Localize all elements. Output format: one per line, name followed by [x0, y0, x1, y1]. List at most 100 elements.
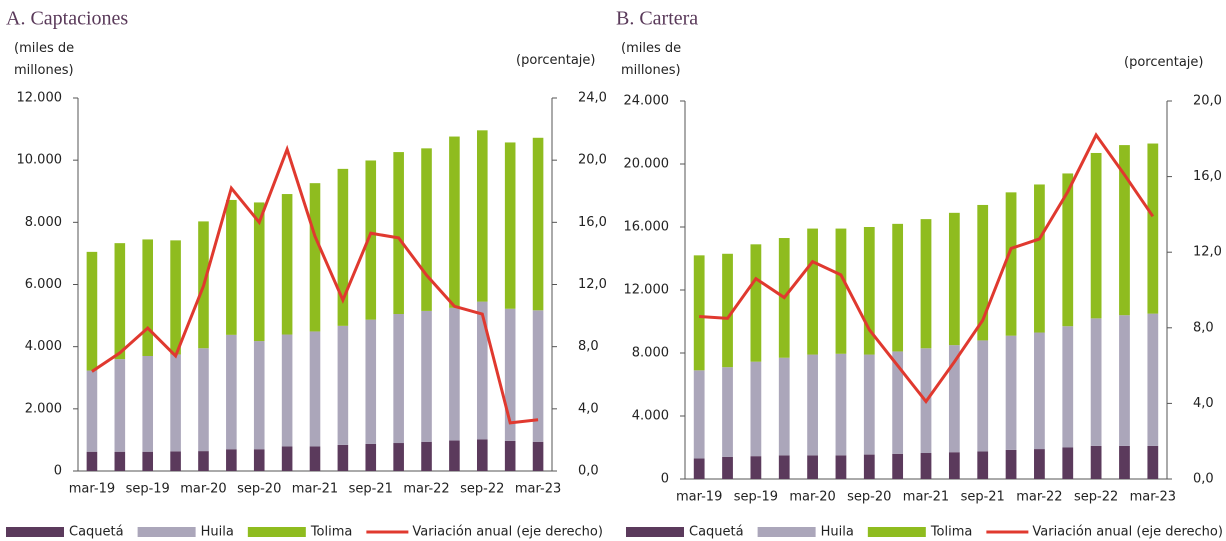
y-tick-label: 0 [54, 464, 62, 479]
bar [1005, 335, 1017, 450]
bar [948, 212, 960, 346]
y-tick-label: 12.000 [624, 283, 670, 298]
y2-tick-label: 20,0 [578, 153, 607, 168]
x-tick-label: mar-21 [292, 482, 338, 497]
bar [1034, 332, 1045, 450]
legend-label: Tolima [310, 525, 353, 540]
bar [253, 449, 265, 471]
bar [170, 240, 181, 355]
x-tick-label: sep-21 [961, 490, 1005, 505]
bar [722, 253, 733, 368]
bar [504, 308, 516, 441]
bar [1147, 313, 1159, 446]
legend-swatch [137, 527, 196, 537]
y-tick-label: 6.000 [25, 277, 62, 292]
legend-label: Caquetá [69, 525, 124, 540]
x-tick-label: mar-20 [789, 490, 835, 505]
bar [807, 455, 818, 479]
bar [281, 194, 293, 335]
bar [114, 359, 126, 452]
y2-tick-label: 4,0 [578, 401, 599, 416]
bar [309, 183, 321, 332]
x-tick-label: sep-22 [1074, 490, 1118, 505]
x-tick-label: sep-20 [237, 482, 281, 497]
bar [863, 454, 875, 479]
y2-tick-label: 12,0 [578, 277, 607, 292]
bar [421, 148, 432, 311]
bar [309, 331, 321, 447]
legend-swatch [626, 527, 684, 537]
legend-label: Variación anual (eje derecho) [1032, 525, 1223, 540]
bar [281, 446, 293, 471]
y2-tick-label: 24,0 [578, 91, 607, 106]
bar [807, 228, 818, 355]
bar [421, 310, 432, 442]
bar [948, 452, 960, 479]
bar [750, 456, 762, 479]
bar [1062, 447, 1074, 479]
bar [421, 441, 432, 471]
bar [170, 354, 181, 452]
bar [86, 370, 98, 452]
y-tick-label: 12.000 [17, 91, 63, 106]
bar [476, 439, 488, 471]
bar [835, 353, 847, 456]
y-tick-label: 8.000 [25, 215, 62, 230]
y2-tick-label: 20,0 [1193, 94, 1222, 109]
legend-label: Tolima [930, 525, 973, 540]
bar [1147, 143, 1159, 314]
y-tick-label: 8.000 [632, 346, 669, 361]
bar [1062, 173, 1074, 327]
bar [977, 451, 989, 479]
bar [86, 251, 98, 371]
y-axis-label: (miles de millones) [14, 41, 75, 78]
x-tick-label: mar-22 [403, 482, 449, 497]
bar [449, 136, 460, 308]
bar [1062, 326, 1074, 448]
bar [365, 160, 377, 320]
legend-swatch [247, 527, 306, 537]
x-tick-label: mar-19 [676, 490, 722, 505]
y2-tick-label: 0,0 [1193, 472, 1214, 487]
bar [532, 310, 544, 442]
bar [1090, 152, 1102, 319]
y2-tick-label: 16,0 [1193, 169, 1222, 184]
y-axis-label: (miles de millones) [621, 41, 682, 78]
legend-label: Huila [201, 525, 234, 540]
y-tick-label: 10.000 [17, 153, 63, 168]
bar [835, 228, 847, 354]
y2-tick-label: 8,0 [1193, 320, 1214, 335]
chart-title: A. Captaciones [6, 8, 128, 30]
y2-tick-label: 8,0 [578, 339, 599, 354]
bar [142, 355, 154, 452]
bar [253, 341, 265, 450]
bar [892, 223, 904, 352]
legend-swatch [867, 527, 926, 537]
bar [86, 451, 98, 471]
bar [365, 443, 377, 471]
x-tick-label: sep-19 [126, 482, 170, 497]
y2-tick-label: 12,0 [1193, 245, 1222, 260]
bar [693, 255, 705, 371]
bar [920, 453, 932, 479]
bar [142, 451, 154, 471]
legend-label: Huila [821, 525, 854, 540]
bar [170, 451, 181, 471]
bar [1119, 445, 1130, 479]
y2-tick-label: 4,0 [1193, 396, 1214, 411]
bar [449, 440, 460, 471]
bar [1090, 445, 1102, 479]
bar [114, 451, 126, 471]
chart-title: B. Cartera [616, 8, 698, 30]
x-tick-label: mar-20 [180, 482, 226, 497]
y-tick-label: 16.000 [624, 220, 670, 235]
bar [722, 456, 733, 479]
bar [281, 334, 293, 447]
bar [476, 130, 488, 302]
x-tick-label: mar-23 [515, 482, 561, 497]
bar [1090, 318, 1102, 446]
legend-swatch [6, 527, 64, 537]
line-series [699, 132, 1155, 405]
x-tick-label: mar-23 [1130, 490, 1176, 505]
bar [226, 334, 237, 450]
